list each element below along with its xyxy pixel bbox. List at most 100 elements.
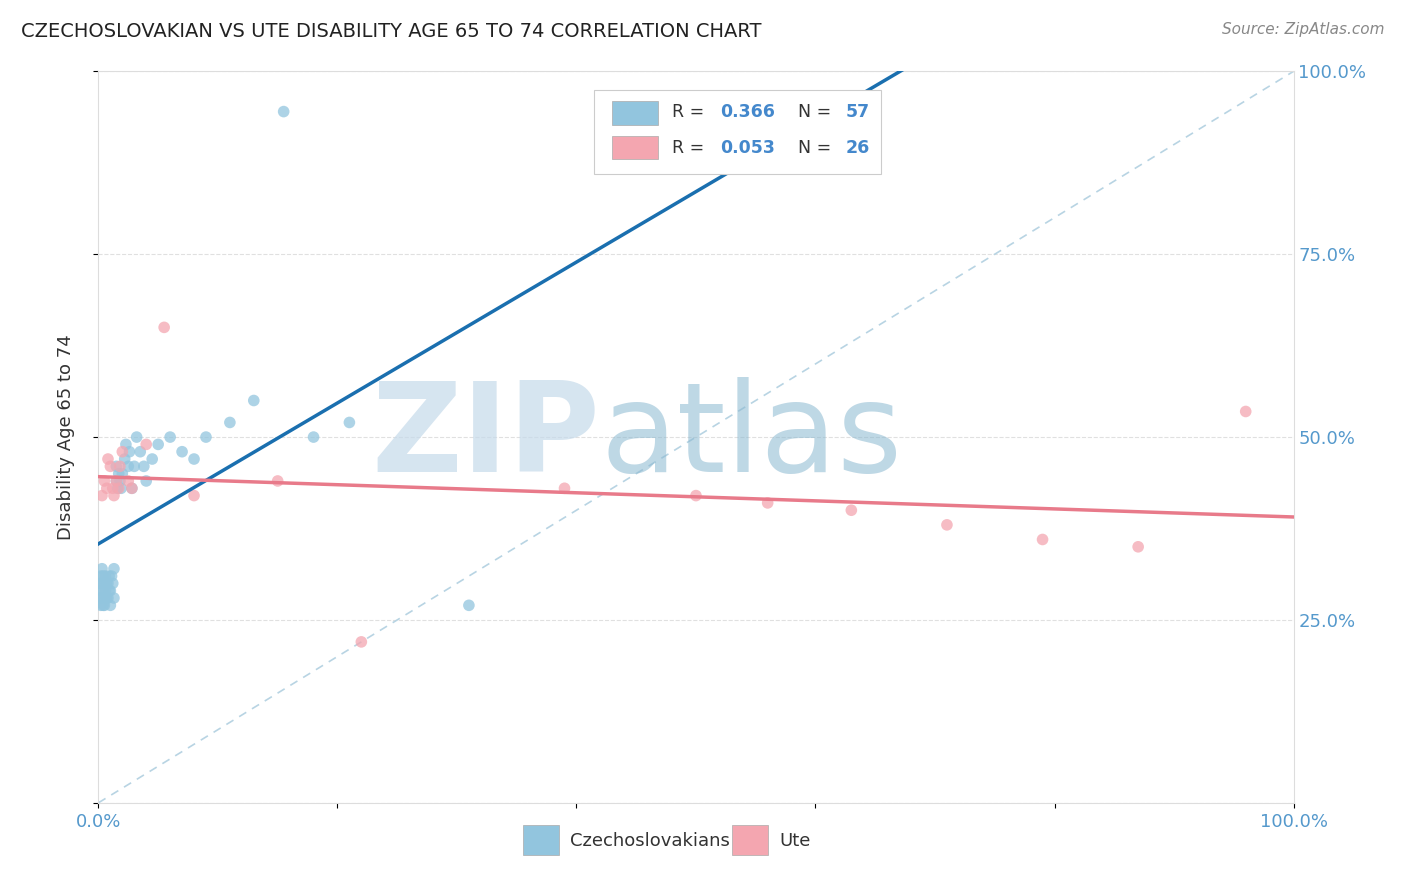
Point (111, 467, 134, 481)
Point (94, 569, 117, 583)
Point (124, 459, 146, 474)
Point (98, 599, 122, 613)
Point (302, 430, 325, 444)
Point (98, 583, 122, 598)
Point (105, 474, 128, 488)
Point (110, 481, 132, 495)
FancyBboxPatch shape (595, 90, 882, 174)
Point (458, 599, 481, 613)
Point (91, 576, 114, 591)
Point (91, 591, 114, 605)
Point (841, 503, 863, 517)
Point (91, 489, 114, 503)
Point (98, 583, 121, 598)
Point (103, 489, 125, 503)
Point (183, 489, 205, 503)
Point (97, 591, 120, 605)
Point (159, 430, 181, 444)
Point (554, 481, 576, 495)
Point (936, 517, 959, 532)
Point (107, 467, 129, 481)
Point (94, 583, 117, 598)
Point (97, 452, 120, 467)
FancyBboxPatch shape (733, 825, 768, 855)
FancyBboxPatch shape (613, 102, 658, 125)
FancyBboxPatch shape (613, 136, 658, 159)
Point (89, 591, 111, 605)
Point (105, 459, 128, 474)
Point (350, 635, 373, 649)
Point (93, 599, 115, 613)
Point (273, 104, 295, 119)
Point (195, 430, 218, 444)
Point (96, 481, 118, 495)
Point (339, 416, 361, 430)
Point (108, 459, 131, 474)
Point (103, 591, 125, 605)
Point (121, 481, 143, 495)
Point (101, 576, 124, 591)
Point (111, 444, 134, 458)
Point (153, 320, 176, 334)
Point (107, 481, 129, 495)
Y-axis label: Disability Age 65 to 74: Disability Age 65 to 74 (56, 334, 75, 540)
Point (118, 444, 141, 458)
Point (141, 452, 163, 467)
Text: N =: N = (797, 103, 837, 120)
Text: R =: R = (672, 138, 710, 157)
Point (100, 569, 122, 583)
Point (132, 459, 155, 474)
Point (93, 576, 115, 591)
Text: R =: R = (672, 103, 710, 120)
Text: CZECHOSLOVAKIAN VS UTE DISABILITY AGE 65 TO 74 CORRELATION CHART: CZECHOSLOVAKIAN VS UTE DISABILITY AGE 65… (21, 22, 762, 41)
Text: 0.053: 0.053 (720, 138, 775, 157)
Point (98, 569, 121, 583)
Point (91, 599, 114, 613)
Point (91, 562, 114, 576)
Point (125, 430, 148, 444)
Text: Ute: Ute (779, 832, 811, 850)
Point (117, 474, 139, 488)
Point (219, 416, 242, 430)
Text: 57: 57 (845, 103, 869, 120)
Point (115, 437, 138, 451)
Text: N =: N = (797, 138, 837, 157)
Point (108, 474, 131, 488)
Text: ZIP: ZIP (371, 376, 600, 498)
Point (114, 452, 136, 467)
Point (129, 444, 152, 458)
Text: 26: 26 (845, 138, 869, 157)
Text: Czechoslovakians: Czechoslovakians (571, 832, 730, 850)
Point (91, 583, 114, 598)
Text: atlas: atlas (600, 376, 903, 498)
Point (267, 474, 290, 488)
Point (97, 576, 120, 591)
Point (96, 591, 118, 605)
Point (685, 489, 707, 503)
Point (103, 562, 125, 576)
Point (135, 474, 157, 488)
Point (243, 393, 266, 408)
Point (1128, 540, 1150, 554)
Point (89, 576, 111, 591)
Point (90, 583, 112, 598)
Text: Source: ZipAtlas.com: Source: ZipAtlas.com (1222, 22, 1385, 37)
Point (183, 452, 205, 467)
Point (135, 437, 157, 451)
Point (107, 481, 129, 495)
Point (98, 459, 122, 474)
Point (756, 496, 779, 510)
Text: 0.366: 0.366 (720, 103, 775, 120)
Point (93, 474, 115, 488)
Point (90, 569, 112, 583)
Point (91, 569, 114, 583)
Point (172, 444, 194, 458)
Point (93, 591, 115, 605)
Point (101, 481, 124, 495)
Point (121, 481, 143, 495)
Point (117, 459, 139, 474)
Point (148, 437, 170, 451)
Point (1032, 533, 1054, 547)
Point (90, 599, 112, 613)
FancyBboxPatch shape (523, 825, 558, 855)
